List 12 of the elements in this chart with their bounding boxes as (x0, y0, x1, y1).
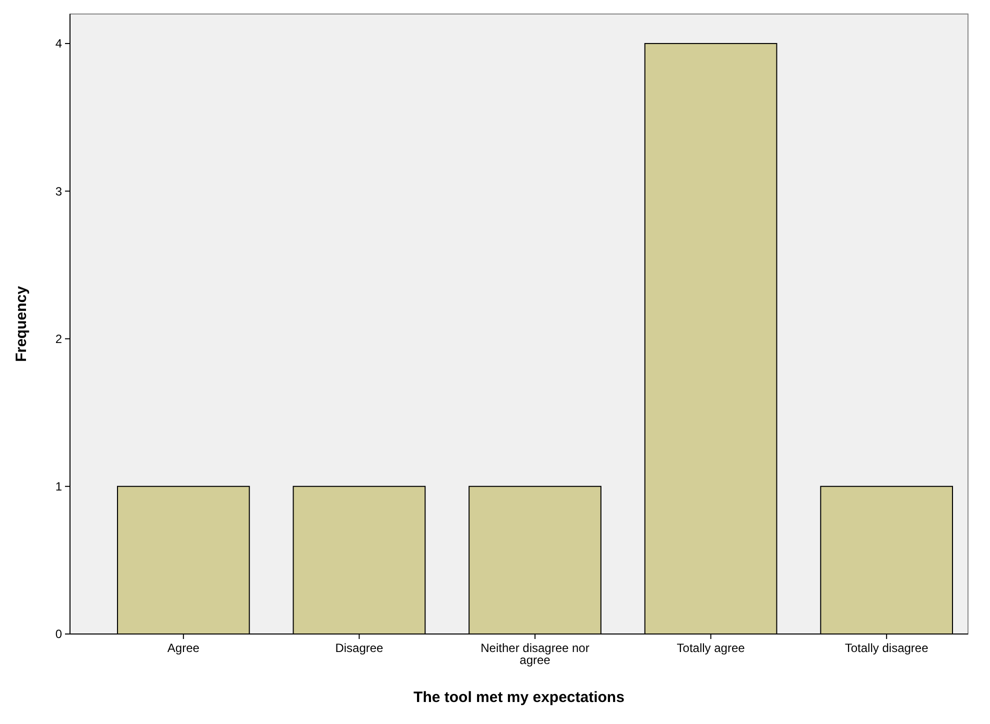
x-tick-label: Totally agree (676, 641, 746, 655)
x-axis-title: The tool met my expectations (414, 689, 624, 706)
y-tick-label: 3 (55, 184, 62, 198)
x-tick-label: Totally disagree (844, 641, 929, 655)
x-tick-label: Neither disagree nor agree (480, 641, 590, 667)
y-tick-label: 4 (55, 36, 62, 51)
x-tick-label: Agree (167, 641, 200, 655)
x-tick-label: Disagree (335, 641, 384, 655)
y-tick-label: 2 (55, 332, 62, 346)
y-tick-label: 1 (55, 480, 62, 494)
y-axis-title: Frequency (13, 285, 30, 362)
y-tick-label: 0 (55, 627, 62, 642)
